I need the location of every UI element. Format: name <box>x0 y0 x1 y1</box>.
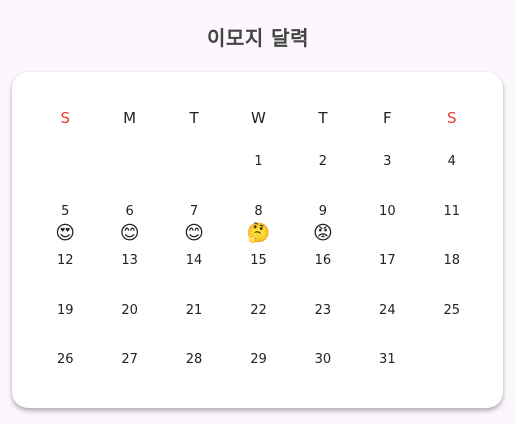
mood-emoji: 😡 <box>312 221 333 244</box>
day-number: 15 <box>250 253 267 268</box>
day-number: 7 <box>189 203 199 219</box>
day-number: 3 <box>383 154 392 169</box>
day-number: 26 <box>56 352 74 367</box>
calendar-card <box>12 72 503 408</box>
day-number: 17 <box>379 253 396 268</box>
page-title: 이모지 달력 <box>207 26 309 50</box>
day-cell[interactable]: 18 <box>420 253 484 303</box>
day-number: 31 <box>379 352 396 367</box>
day-number: 22 <box>250 302 267 318</box>
day-number: 24 <box>379 302 396 318</box>
day-number: 9 <box>318 203 328 219</box>
day-cell[interactable]: 19 <box>33 303 97 353</box>
day-cell[interactable]: 31 <box>355 352 419 402</box>
day-cell[interactable]: 11 <box>420 204 484 254</box>
day-cell[interactable]: 9 😡 <box>291 204 355 254</box>
day-cell <box>420 352 484 402</box>
mood-emoji: 😊 <box>184 221 204 244</box>
day-number: 27 <box>121 352 138 367</box>
day-cell[interactable]: 21 <box>162 303 226 353</box>
weekday-wed: W <box>251 109 266 127</box>
calendar-grid: S M T W T F S 1 2 3 4 5 😍 6 😊 7 😊 8 🤔 9 😡 10 11 12 13 14 15… <box>33 108 484 402</box>
day-cell[interactable]: 28 <box>162 352 226 402</box>
day-number: 4 <box>447 154 456 169</box>
weekday-sun: S <box>60 109 70 127</box>
day-number: 6 <box>125 203 134 219</box>
day-number: 16 <box>314 253 332 268</box>
day-number: 1 <box>254 154 263 169</box>
day-cell[interactable]: 8 🤔 <box>226 204 290 254</box>
mood-emoji: 😊 <box>119 221 140 244</box>
day-number: 11 <box>443 203 461 219</box>
day-number: 5 <box>61 203 70 219</box>
day-number: 25 <box>443 302 461 318</box>
day-number: 8 <box>254 203 263 219</box>
day-cell[interactable]: 22 <box>226 303 290 353</box>
day-cell[interactable]: 2 <box>291 154 355 204</box>
day-cell[interactable]: 14 <box>162 253 226 303</box>
day-number: 13 <box>121 253 138 268</box>
day-cell <box>162 154 226 204</box>
day-number: 28 <box>185 352 203 367</box>
day-cell[interactable]: 24 <box>355 303 419 353</box>
day-cell[interactable]: 27 <box>97 352 161 402</box>
day-cell[interactable]: 26 <box>33 352 97 402</box>
day-cell <box>97 154 161 204</box>
weekday-fri: F <box>383 109 392 127</box>
day-cell[interactable]: 30 <box>291 352 355 402</box>
day-cell[interactable]: 16 <box>291 253 355 303</box>
weekday-thu: T <box>318 109 328 127</box>
day-number: 23 <box>314 302 332 318</box>
day-cell[interactable]: 1 <box>226 154 290 204</box>
day-number: 10 <box>379 203 396 219</box>
day-cell[interactable]: 12 <box>33 253 97 303</box>
weekday-tue: T <box>189 109 199 127</box>
day-cell[interactable]: 3 <box>355 154 419 204</box>
day-number: 29 <box>250 352 267 367</box>
day-cell[interactable]: 29 <box>226 352 290 402</box>
day-cell <box>33 154 97 204</box>
day-number: 30 <box>314 352 332 367</box>
day-cell[interactable]: 7 😊 <box>162 204 226 254</box>
day-cell[interactable]: 5 😍 <box>33 204 97 254</box>
day-cell[interactable]: 6 😊 <box>97 204 161 254</box>
day-number: 18 <box>443 253 461 268</box>
day-cell[interactable]: 25 <box>420 303 484 353</box>
day-number: 21 <box>185 302 203 318</box>
day-number: 19 <box>56 302 74 318</box>
day-cell[interactable]: 13 <box>97 253 161 303</box>
day-number: 20 <box>121 302 138 318</box>
day-number: 12 <box>56 253 74 268</box>
day-cell[interactable]: 15 <box>226 253 290 303</box>
header-spacer <box>33 128 484 154</box>
day-cell[interactable]: 20 <box>97 303 161 353</box>
day-number: 2 <box>318 154 328 169</box>
day-cell[interactable]: 17 <box>355 253 419 303</box>
day-cell[interactable]: 4 <box>420 154 484 204</box>
mood-emoji: 🤔 <box>246 221 271 244</box>
day-number: 14 <box>185 253 203 268</box>
day-cell[interactable]: 10 <box>355 204 419 254</box>
weekday-sat: S <box>446 109 457 127</box>
day-cell[interactable]: 23 <box>291 303 355 353</box>
mood-emoji: 😍 <box>55 221 76 244</box>
weekday-mon: M <box>123 109 137 127</box>
